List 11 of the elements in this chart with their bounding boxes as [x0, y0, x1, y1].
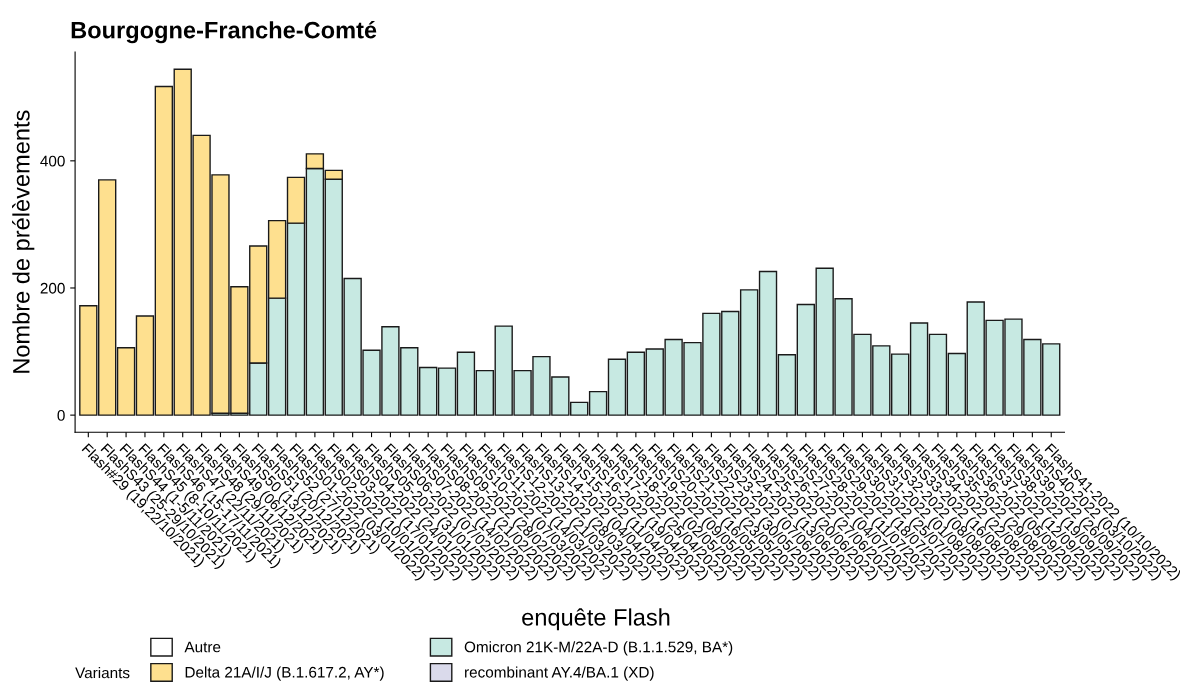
y-tick-label: 400: [40, 155, 65, 167]
y-tick-label: 200: [40, 282, 65, 294]
legend-label: recombinant AY.4/BA.1 (XD): [465, 666, 654, 681]
legend-label: Autre: [184, 641, 221, 653]
legend-label: Delta 21A/I/J (B.1.617.2, AY*): [185, 666, 384, 681]
chart-title: Bourgogne-Franche-Comté: [71, 20, 377, 44]
x-axis-title: enquête Flash: [522, 608, 670, 631]
y-axis-title: Nombre de prélèvements: [12, 110, 35, 373]
legend-label: Omicron 21K-M/22A-D (B.1.1.529, BA*): [464, 641, 733, 656]
y-tick-label: 0: [57, 409, 65, 421]
legend-title: Variants: [75, 667, 130, 679]
